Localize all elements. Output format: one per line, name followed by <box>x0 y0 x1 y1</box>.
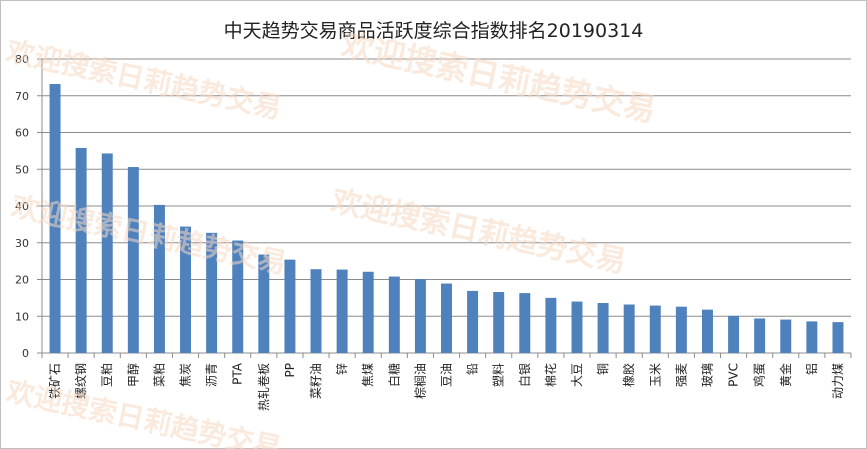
bar <box>441 283 452 353</box>
x-category-label: 玉米 <box>648 363 662 387</box>
x-category-label: 棉花 <box>543 363 558 387</box>
bar <box>310 269 322 353</box>
bar <box>232 240 244 353</box>
bar <box>206 232 218 353</box>
bar <box>493 291 505 353</box>
x-category-label: 豆油 <box>440 363 454 387</box>
y-tick-label: 10 <box>15 310 29 323</box>
bar <box>675 306 687 353</box>
x-category-label: PP <box>283 363 297 377</box>
x-category-label: 强麦 <box>674 363 688 387</box>
bar <box>75 147 87 353</box>
x-category-label: PVC <box>727 363 741 387</box>
y-tick-label: 40 <box>15 200 29 213</box>
x-category-label: PTA <box>231 362 245 385</box>
watermark-text: 欢迎搜索日莉趋势交易 <box>3 34 285 125</box>
x-category-label: 甲醇 <box>125 363 140 387</box>
bar <box>388 276 400 353</box>
bar <box>284 259 296 353</box>
bar <box>258 254 270 353</box>
x-category-label: 鸡蛋 <box>752 363 767 387</box>
bar <box>832 322 844 353</box>
bar <box>519 293 531 353</box>
y-tick-label: 50 <box>15 163 29 176</box>
y-tick-label: 0 <box>22 347 29 360</box>
y-tick-label: 80 <box>15 53 29 66</box>
bar <box>780 319 792 353</box>
bar <box>623 304 635 353</box>
bar <box>649 305 661 353</box>
y-tick-label: 30 <box>15 237 29 250</box>
bar <box>362 271 374 353</box>
bar <box>180 226 192 353</box>
x-category-label: 铅 <box>466 363 480 375</box>
bar <box>754 318 766 353</box>
x-category-label: 橡胶 <box>621 363 636 387</box>
x-category-label: 沥青 <box>205 363 219 387</box>
y-tick-label: 60 <box>15 127 29 140</box>
chart-title: 中天趋势交易商品活跃度综合指数排名20190314 <box>223 20 644 42</box>
x-category-label: 动力煤 <box>831 363 845 399</box>
x-category-label: 大豆 <box>570 363 584 387</box>
bar <box>728 315 740 353</box>
bar <box>597 303 609 353</box>
x-category-label: 玻璃 <box>700 363 714 387</box>
bar <box>49 83 61 354</box>
watermark-text: 欢迎搜索日莉趋势交易 <box>327 183 629 280</box>
bar <box>467 290 479 353</box>
x-category-label: 焦炭 <box>179 363 193 387</box>
watermark-text: 欢迎搜索日莉趋势交易 <box>337 25 659 129</box>
bar <box>336 269 348 353</box>
x-category-label: 铝 <box>804 363 819 375</box>
y-tick-label: 70 <box>15 90 29 103</box>
x-category-label: 黄金 <box>778 363 793 387</box>
x-category-label: 塑料 <box>491 363 506 387</box>
bar <box>414 279 426 353</box>
x-category-label: 锌 <box>335 363 349 375</box>
bar <box>571 301 583 353</box>
bar <box>127 167 139 353</box>
x-category-label: 豆粕 <box>99 363 114 387</box>
x-category-label: 铁矿石 <box>48 363 62 399</box>
x-category-label: 焦煤 <box>361 363 375 387</box>
bar <box>153 204 165 353</box>
bar <box>101 153 113 353</box>
x-category-label: 白银 <box>517 363 532 387</box>
bar <box>701 309 713 353</box>
x-category-label: 螺纹钢 <box>74 363 88 399</box>
x-category-label: 热轧卷板 <box>256 363 271 411</box>
x-category-label: 白糖 <box>386 363 401 387</box>
x-category-label: 菜籽油 <box>309 363 323 399</box>
x-category-label: 棕榈油 <box>412 363 427 399</box>
bar <box>545 297 557 353</box>
x-category-label: 铜 <box>595 363 610 375</box>
y-tick-label: 20 <box>15 274 29 287</box>
x-category-label: 菜粕 <box>151 363 166 387</box>
bar <box>806 321 818 353</box>
